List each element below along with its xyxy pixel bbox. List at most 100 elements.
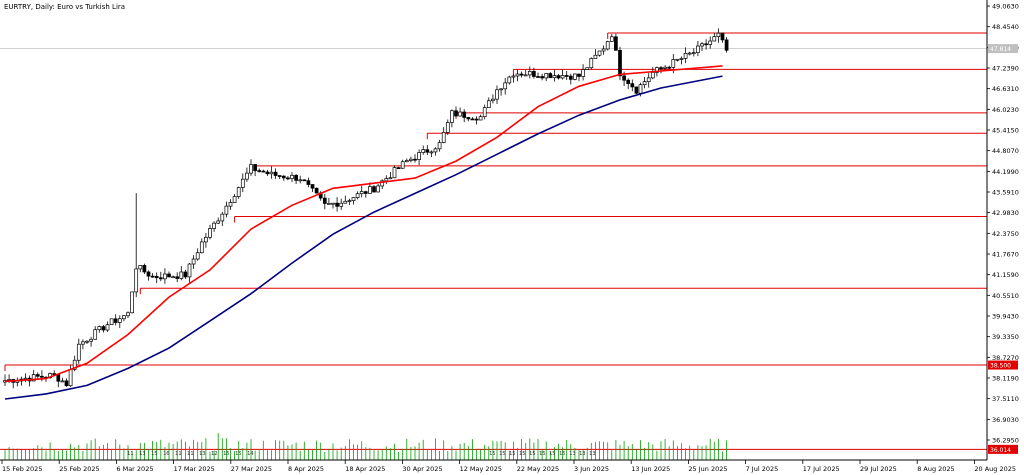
candle-body [339,202,344,207]
price-tick-label: 43.5910 [992,189,1019,197]
price-tick-label: 36.2950 [992,437,1019,445]
candle-body [564,75,569,77]
price-tick-label: 48.4540 [992,23,1019,31]
candle-body [675,58,680,61]
candle-body [663,66,667,69]
candle-body [52,373,57,375]
candle-body [368,186,372,194]
candle-body [585,67,590,70]
price-tick-label: 36.9030 [992,416,1019,424]
bottom-price-tag-box [988,444,1018,454]
candle-body [35,374,40,377]
candle-body [372,186,376,193]
candle-body [191,258,196,265]
date-tick-label: 3 Jun 2025 [574,465,609,473]
candle-body [343,200,348,204]
candle-body [540,76,544,79]
candle-body [351,197,356,201]
candle-body [708,40,713,45]
current-price-tag-box [988,44,1018,54]
period-label: 15 [235,451,242,457]
period-label: 15 [549,451,556,457]
price-tick-label: 40.5510 [992,292,1019,300]
candle-body [437,142,442,150]
candle-body [704,43,708,46]
period-label: 13 [579,451,586,457]
candle-body [523,74,528,77]
candle-body [245,172,249,180]
candle-body [146,271,151,277]
candle-body [409,158,413,161]
candle-body [331,202,335,205]
candle-body [425,149,430,153]
candle-body [474,118,479,121]
candle-body [40,375,44,378]
candle-body [548,73,553,79]
candle-body [175,276,180,279]
candle-body [130,291,134,314]
candle-body [269,171,274,175]
price-tick-label: 37.5110 [992,395,1019,403]
date-tick-label: 17 Jul 2025 [803,465,840,473]
candle-body [614,36,618,51]
candle-body [232,196,237,203]
candle-body [544,73,549,79]
candle-body [277,175,282,177]
date-tick-label: 27 Mar 2025 [231,465,272,473]
candle-body [429,151,434,154]
candle-body [261,170,266,173]
candle-body [23,377,28,380]
candle-body [257,170,262,172]
candle-body [171,276,175,279]
candle-body [417,152,421,161]
candle-body [212,222,216,229]
price-tick-label: 39.3350 [992,333,1019,341]
period-label: 16 [163,451,170,457]
price-tick-label: 45.4150 [992,127,1019,135]
period-label: 14 [247,451,254,457]
candle-body [577,73,581,77]
candle-body [113,318,118,323]
candle-body [573,73,577,80]
price-tick-label: 46.6310 [992,85,1019,93]
candle-body [527,71,532,76]
candle-body [31,374,36,382]
period-label: 15 [519,451,526,457]
candle-body [515,73,520,77]
candle-body [622,75,626,81]
candle-body [138,265,143,270]
candle-body [593,54,598,59]
candle-body [511,75,516,78]
date-tick-label: 25 Jun 2025 [688,465,727,473]
candle-body [458,111,462,117]
candle-body [294,174,298,181]
candle-body [388,177,393,180]
candle-body [634,86,639,94]
candle-body [552,75,557,79]
candle-body [306,180,311,185]
moving-average-fast [4,65,723,383]
candle-body [724,39,729,51]
bottom-price-tag: 36.014 [990,447,1011,454]
candle-body [700,43,704,47]
candle-body [85,340,89,343]
period-label: 15 [529,451,536,457]
candle-body [167,273,171,278]
price-tick-label: 44.1990 [992,168,1019,176]
date-tick-label: 6 Mar 2025 [116,465,153,473]
level-price-tag-box [988,360,1018,370]
period-label: 15 [489,451,496,457]
candle-body [195,252,200,260]
candle-body [322,197,327,204]
candle-body [60,380,65,383]
candle-body [519,73,524,76]
candle-body [462,111,467,118]
candle-body [359,191,364,195]
candle-body [556,75,561,79]
candle-body [249,164,253,174]
candle-body [568,75,573,80]
candle-body [347,200,352,202]
candle-body [204,236,208,243]
candle-body [224,205,229,215]
